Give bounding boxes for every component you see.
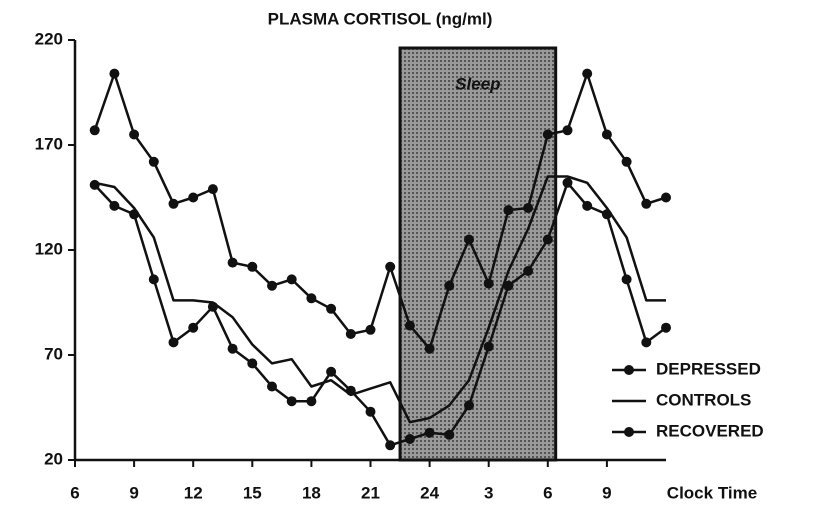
data-point	[503, 205, 514, 216]
data-point	[601, 209, 612, 220]
data-point	[661, 192, 671, 203]
data-point	[247, 261, 258, 272]
legend-marker	[624, 427, 634, 437]
series-line	[93, 181, 667, 447]
data-point	[326, 303, 337, 314]
data-point	[188, 192, 199, 203]
data-point	[582, 200, 593, 211]
data-point	[345, 385, 356, 396]
legend-label: CONTROLS	[656, 390, 751, 409]
data-point	[168, 337, 179, 348]
data-point	[661, 322, 671, 333]
data-point	[286, 396, 297, 407]
data-point	[621, 156, 632, 167]
data-point	[601, 129, 612, 140]
data-point	[444, 280, 455, 291]
y-tick-label: 20	[44, 449, 63, 468]
data-point	[109, 68, 120, 79]
y-tick-label: 220	[35, 29, 63, 48]
data-point	[267, 280, 277, 291]
series-line	[94, 175, 666, 424]
data-point	[227, 257, 238, 268]
data-point	[464, 400, 474, 411]
data-point	[424, 343, 435, 354]
data-point	[129, 209, 140, 220]
y-tick-label: 70	[44, 344, 63, 363]
x-tick-label: 6	[543, 483, 552, 502]
data-point	[306, 396, 317, 407]
data-point	[542, 234, 553, 245]
data-point	[365, 406, 376, 417]
y-tick-label: 170	[35, 134, 63, 153]
x-tick-label: 6	[70, 483, 79, 502]
data-point	[404, 434, 415, 444]
data-point	[503, 280, 514, 291]
data-point	[326, 366, 337, 377]
series-line	[93, 72, 667, 350]
data-point	[582, 68, 593, 79]
x-tick-label: 9	[129, 483, 138, 502]
data-point	[365, 324, 376, 335]
legend-marker	[624, 365, 634, 375]
data-point	[641, 198, 652, 209]
data-point	[89, 179, 100, 190]
data-point	[306, 293, 317, 304]
data-point	[483, 278, 494, 289]
data-point	[542, 129, 553, 140]
data-point	[404, 320, 415, 331]
data-point	[148, 156, 159, 167]
data-point	[89, 125, 100, 136]
annotation: Sleep	[455, 74, 500, 93]
data-point	[207, 184, 218, 195]
data-point	[523, 203, 534, 213]
data-point	[464, 234, 474, 245]
data-point	[286, 274, 297, 285]
data-point	[247, 358, 258, 369]
x-tick-label: 9	[602, 483, 611, 502]
chart-title: PLASMA CORTISOL (ng/ml)	[268, 9, 493, 28]
x-tick-label: 21	[361, 483, 380, 502]
data-point	[621, 274, 632, 285]
data-point	[148, 274, 159, 285]
data-point	[424, 427, 435, 438]
x-tick-label: 3	[484, 483, 493, 502]
data-point	[129, 129, 140, 140]
data-point	[562, 125, 573, 136]
legend-label: DEPRESSED	[656, 359, 761, 378]
data-point	[523, 266, 534, 276]
data-point	[207, 301, 218, 312]
data-point	[385, 261, 396, 272]
x-tick-label: 15	[243, 483, 262, 502]
x-tick-label: 12	[184, 483, 203, 502]
data-point	[109, 200, 120, 211]
y-tick-label: 120	[35, 239, 63, 258]
data-point	[227, 343, 238, 354]
sleep-band	[398, 46, 558, 462]
data-point	[267, 381, 277, 392]
data-point	[483, 341, 494, 352]
data-point	[641, 337, 652, 348]
x-tick-label: 18	[302, 483, 321, 502]
x-axis-label: Clock Time	[667, 483, 757, 502]
data-point	[345, 329, 356, 339]
data-point	[444, 429, 455, 440]
data-point	[385, 440, 396, 451]
data-point	[562, 177, 573, 188]
x-tick-label: 24	[420, 483, 439, 502]
legend-label: RECOVERED	[656, 421, 764, 440]
data-point	[188, 322, 199, 333]
data-point	[168, 198, 179, 209]
